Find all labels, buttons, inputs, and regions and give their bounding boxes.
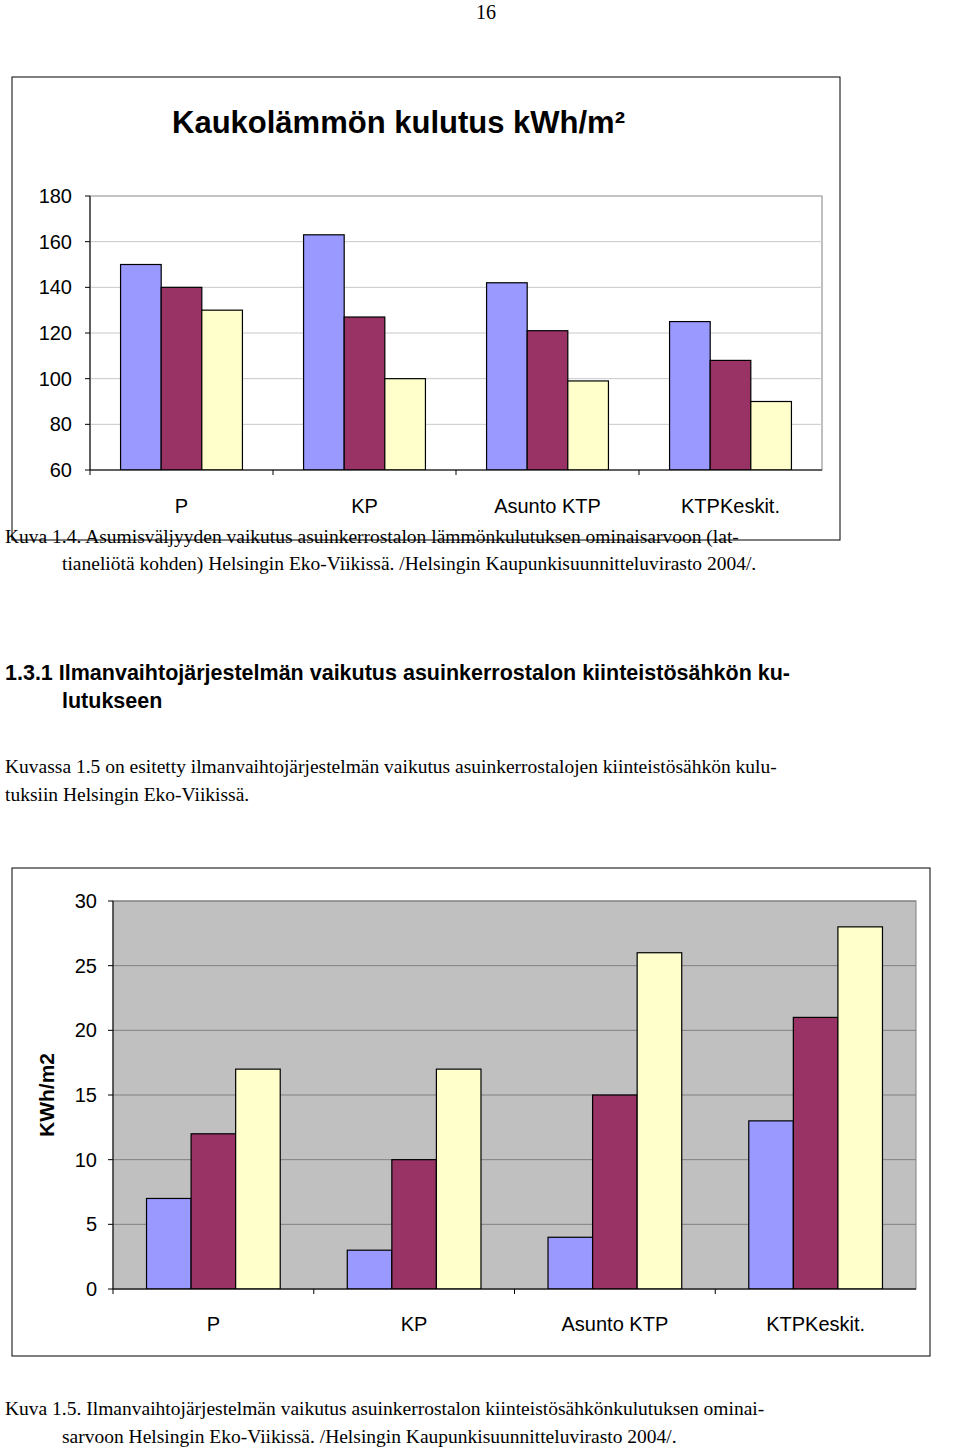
bar: [710, 360, 751, 470]
caption: sarvoon Helsingin Eko-Viikissä. /Helsing…: [62, 1426, 677, 1447]
bar: [487, 283, 528, 470]
bar: [304, 235, 345, 470]
bar: [236, 1069, 281, 1289]
bar: [751, 402, 792, 471]
caption: Kuva 1.5. Ilmanvaihtojärjestelmän vaikut…: [5, 1398, 764, 1419]
x-tick-mark: [113, 1289, 114, 1294]
bar: [191, 1134, 236, 1289]
y-tick-label: 20: [75, 1019, 97, 1041]
tick-mark: [85, 287, 90, 288]
x-tick-label: KP: [401, 1313, 428, 1335]
bar: [385, 379, 426, 470]
tick-mark: [108, 901, 113, 902]
y-tick-label: 30: [75, 890, 97, 912]
y-tick-label: 0: [86, 1278, 97, 1300]
tick-mark: [108, 965, 113, 966]
bar: [568, 381, 609, 470]
tick-mark: [85, 241, 90, 242]
x-tick-mark: [514, 1289, 515, 1294]
x-tick-mark: [715, 1289, 716, 1294]
tick-mark: [85, 378, 90, 379]
bar: [121, 265, 162, 471]
plot-area: [113, 901, 916, 1289]
x-tick-label: KP: [351, 495, 378, 517]
bar: [670, 322, 711, 470]
y-axis: [113, 901, 114, 1289]
bar: [749, 1121, 794, 1289]
plot-area: [90, 196, 822, 470]
tick-mark: [85, 424, 90, 425]
bars: [121, 235, 792, 470]
page-number: 16: [476, 1, 496, 23]
x-tick-label: KTPKeskit.: [766, 1313, 865, 1335]
grid-line: [90, 196, 822, 197]
y-tick-label: 25: [75, 955, 97, 977]
tick-mark: [108, 1095, 113, 1096]
y-tick-label: 80: [50, 413, 72, 435]
bar: [593, 1095, 638, 1289]
paragraph: Kuvassa 1.5 on esitetty ilmanvaihtojärje…: [5, 756, 777, 777]
page-svg: 166080100120140160180PKPAsunto KTPKTPKes…: [0, 0, 960, 1451]
bar: [202, 310, 243, 470]
chart: 0 5 10 15 20 25 30 P KP Asunto KTP KTPKeskit. KWh/m…: [12, 868, 930, 1356]
tick-mark: [108, 1159, 113, 1160]
tick-mark: [108, 1289, 113, 1290]
x-tick-mark: [456, 470, 457, 475]
x-tick-mark: [639, 470, 640, 475]
grid-line: [113, 965, 916, 966]
y-axis: [90, 196, 91, 470]
caption: tianeliötä kohden) Helsingin Eko-Viikiss…: [62, 553, 756, 575]
x-tick-mark: [313, 1289, 314, 1294]
chart: 60 80 100 120 140 160 180 P KP Asunto KTP KTPKeski…: [12, 77, 840, 540]
y-tick-label: 140: [39, 276, 72, 298]
y-axis-label: KWh/m2: [35, 1053, 58, 1137]
y-tick-label: 10: [75, 1149, 97, 1171]
tick-mark: [85, 196, 90, 197]
y-tick-label: 160: [39, 231, 72, 253]
chart-frame: [12, 868, 930, 1356]
tick-mark: [108, 1030, 113, 1031]
y-tick-label: 15: [75, 1084, 97, 1106]
tick-mark: [108, 1224, 113, 1225]
x-tick-label: P: [207, 1313, 220, 1335]
bar: [161, 287, 202, 470]
x-tick-label: P: [175, 495, 188, 517]
bar: [793, 1017, 838, 1289]
x-tick-mark: [90, 470, 91, 475]
bar: [392, 1160, 437, 1289]
bars: [147, 927, 883, 1289]
bar: [527, 331, 568, 470]
x-tick-mark: [273, 470, 274, 475]
grid-line: [113, 901, 916, 902]
y-tick-label: 180: [39, 185, 72, 207]
bar: [548, 1237, 593, 1289]
bar: [436, 1069, 481, 1289]
y-tick-label: 100: [39, 368, 72, 390]
section-heading: 1.3.1 Ilmanvaihtojärjestelmän vaikutus a…: [5, 661, 790, 685]
x-tick-label: Asunto KTP: [494, 495, 601, 517]
y-tick-label: 5: [86, 1213, 97, 1235]
bar: [147, 1198, 192, 1289]
chart-title: Kaukolämmön kulutus kWh/m²: [172, 105, 625, 140]
y-tick-label: 60: [50, 459, 72, 481]
bar: [838, 927, 883, 1289]
bar: [637, 953, 682, 1289]
x-tick-label: Asunto KTP: [562, 1313, 669, 1335]
caption: Kuva 1.4. Asumisväljyyden vaikutus asuin…: [5, 526, 739, 548]
section-heading: lutukseen: [62, 689, 162, 713]
tick-mark: [85, 470, 90, 471]
y-tick-label: 120: [39, 322, 72, 344]
grid-line: [90, 241, 822, 242]
bar: [344, 317, 385, 470]
bar: [347, 1250, 392, 1289]
tick-mark: [85, 333, 90, 334]
chart-frame: [12, 77, 840, 540]
x-tick-label: KTPKeskit.: [681, 495, 780, 517]
page: 166080100120140160180PKPAsunto KTPKTPKes…: [0, 0, 960, 1451]
paragraph: tuksiin Helsingin Eko-Viikissä.: [5, 784, 249, 805]
